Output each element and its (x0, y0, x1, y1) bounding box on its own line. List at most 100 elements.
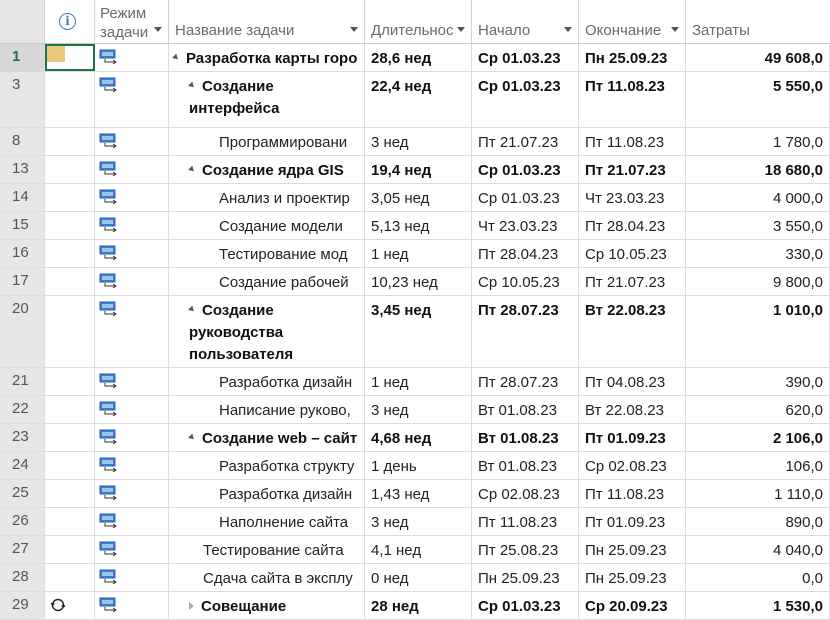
cost-cell[interactable]: 1 110,0 (686, 480, 830, 507)
row-id-cell[interactable]: 23 (0, 424, 45, 451)
duration-cell[interactable]: 3,45 нед (365, 296, 472, 367)
duration-cell[interactable]: 1 день (365, 452, 472, 479)
indicator-cell[interactable] (45, 592, 95, 619)
indicator-cell[interactable] (45, 240, 95, 267)
start-cell[interactable]: Пт 21.07.23 (472, 128, 579, 155)
chevron-down-icon[interactable] (671, 27, 679, 32)
cost-column-header[interactable]: Затраты (686, 0, 830, 43)
task-mode-cell[interactable] (95, 564, 169, 591)
task-mode-column-header[interactable]: Режим задачи (95, 0, 169, 43)
indicators-column-header[interactable]: i (45, 0, 95, 43)
task-name-cell[interactable]: Тестирование сайта (169, 536, 365, 563)
cost-cell[interactable]: 49 608,0 (686, 44, 830, 71)
task-mode-cell[interactable] (95, 156, 169, 183)
expand-toggle-icon[interactable] (189, 602, 194, 611)
task-mode-cell[interactable] (95, 592, 169, 619)
table-row[interactable]: 13 Создание ядра GIS 19,4 нед Ср 01.03.23 Пт… (0, 156, 830, 184)
cost-cell[interactable]: 1 010,0 (686, 296, 830, 367)
row-id-cell[interactable]: 13 (0, 156, 45, 183)
indicator-cell[interactable] (45, 268, 95, 295)
duration-cell[interactable]: 5,13 нед (365, 212, 472, 239)
start-cell[interactable]: Вт 01.08.23 (472, 396, 579, 423)
indicator-cell[interactable] (45, 368, 95, 395)
finish-cell[interactable]: Ср 20.09.23 (579, 592, 686, 619)
chevron-down-icon[interactable] (350, 27, 358, 32)
table-row[interactable]: 8 Программировани 3 нед Пт 21.07.23 Пт 11.08… (0, 128, 830, 156)
select-all-corner[interactable] (0, 0, 45, 43)
task-mode-cell[interactable] (95, 268, 169, 295)
table-row[interactable]: 28 Сдача сайта в эксплу 0 нед Пн 25.09.23 Пн… (0, 564, 830, 592)
table-row[interactable]: 1 Разработка карты горо 28,6 нед Ср 01.03.2… (0, 44, 830, 72)
finish-column-header[interactable]: Окончание (579, 0, 686, 43)
cost-cell[interactable]: 330,0 (686, 240, 830, 267)
task-name-cell[interactable]: Анализ и проектир (169, 184, 365, 211)
chevron-down-icon[interactable] (564, 27, 572, 32)
start-cell[interactable]: Пт 28.07.23 (472, 368, 579, 395)
duration-cell[interactable]: 0 нед (365, 564, 472, 591)
task-mode-cell[interactable] (95, 536, 169, 563)
task-mode-cell[interactable] (95, 508, 169, 535)
chevron-down-icon[interactable] (154, 27, 162, 32)
duration-cell[interactable]: 1,43 нед (365, 480, 472, 507)
task-mode-cell[interactable] (95, 396, 169, 423)
start-cell[interactable]: Ср 01.03.23 (472, 72, 579, 127)
task-mode-cell[interactable] (95, 480, 169, 507)
indicator-cell[interactable] (45, 128, 95, 155)
table-row[interactable]: 25 Разработка дизайн 1,43 нед Ср 02.08.23 Пт… (0, 480, 830, 508)
start-cell[interactable]: Чт 23.03.23 (472, 212, 579, 239)
row-id-cell[interactable]: 20 (0, 296, 45, 367)
task-name-cell[interactable]: Тестирование мод (169, 240, 365, 267)
row-id-cell[interactable]: 14 (0, 184, 45, 211)
finish-cell[interactable]: Пт 01.09.23 (579, 508, 686, 535)
finish-cell[interactable]: Пт 11.08.23 (579, 480, 686, 507)
indicator-cell[interactable] (45, 424, 95, 451)
duration-cell[interactable]: 10,23 нед (365, 268, 472, 295)
cost-cell[interactable]: 4 000,0 (686, 184, 830, 211)
duration-column-header[interactable]: Длительнос (365, 0, 472, 43)
task-name-cell[interactable]: Наполнение сайта (169, 508, 365, 535)
duration-cell[interactable]: 3 нед (365, 396, 472, 423)
cost-cell[interactable]: 3 550,0 (686, 212, 830, 239)
task-name-cell[interactable]: Разработка дизайн (169, 480, 365, 507)
duration-cell[interactable]: 28 нед (365, 592, 472, 619)
task-mode-cell[interactable] (95, 424, 169, 451)
row-id-cell[interactable]: 1 (0, 44, 45, 71)
row-id-cell[interactable]: 25 (0, 480, 45, 507)
start-cell[interactable]: Пт 28.04.23 (472, 240, 579, 267)
finish-cell[interactable]: Ср 02.08.23 (579, 452, 686, 479)
finish-cell[interactable]: Чт 23.03.23 (579, 184, 686, 211)
collapse-toggle-icon[interactable] (188, 433, 196, 441)
task-mode-cell[interactable] (95, 212, 169, 239)
indicator-cell[interactable] (45, 508, 95, 535)
table-row[interactable]: 24 Разработка структу 1 день Вт 01.08.23 Ср … (0, 452, 830, 480)
start-cell[interactable]: Ср 02.08.23 (472, 480, 579, 507)
row-id-cell[interactable]: 17 (0, 268, 45, 295)
start-cell[interactable]: Ср 01.03.23 (472, 592, 579, 619)
finish-cell[interactable]: Вт 22.08.23 (579, 296, 686, 367)
task-name-cell[interactable]: Разработка дизайн (169, 368, 365, 395)
table-row[interactable]: 20 Создание руководства пользователя 3,45 … (0, 296, 830, 368)
table-row[interactable]: 15 Создание модели 5,13 нед Чт 23.03.23 Пт 2… (0, 212, 830, 240)
finish-cell[interactable]: Пн 25.09.23 (579, 44, 686, 71)
task-mode-cell[interactable] (95, 368, 169, 395)
cost-cell[interactable]: 9 800,0 (686, 268, 830, 295)
table-row[interactable]: 26 Наполнение сайта 3 нед Пт 11.08.23 Пт 01.… (0, 508, 830, 536)
task-name-cell[interactable]: Написание руково, (169, 396, 365, 423)
row-id-cell[interactable]: 28 (0, 564, 45, 591)
indicator-cell[interactable] (45, 536, 95, 563)
indicator-cell[interactable] (45, 452, 95, 479)
cost-cell[interactable]: 5 550,0 (686, 72, 830, 127)
duration-cell[interactable]: 19,4 нед (365, 156, 472, 183)
start-cell[interactable]: Ср 01.03.23 (472, 156, 579, 183)
table-row[interactable]: 17 Создание рабочей 10,23 нед Ср 10.05.23 Пт… (0, 268, 830, 296)
start-cell[interactable]: Вт 01.08.23 (472, 424, 579, 451)
finish-cell[interactable]: Вт 22.08.23 (579, 396, 686, 423)
start-cell[interactable]: Пт 11.08.23 (472, 508, 579, 535)
cost-cell[interactable]: 4 040,0 (686, 536, 830, 563)
task-mode-cell[interactable] (95, 240, 169, 267)
duration-cell[interactable]: 4,1 нед (365, 536, 472, 563)
indicator-cell[interactable] (45, 564, 95, 591)
start-cell[interactable]: Ср 10.05.23 (472, 268, 579, 295)
duration-cell[interactable]: 1 нед (365, 368, 472, 395)
task-name-cell[interactable]: Создание ядра GIS (169, 156, 365, 183)
